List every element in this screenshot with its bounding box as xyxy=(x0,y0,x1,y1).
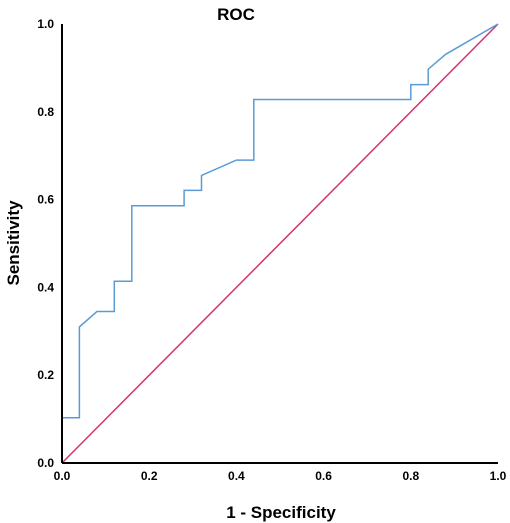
y-tick-label: 0.0 xyxy=(37,456,54,470)
x-tick-label: 1.0 xyxy=(490,469,507,483)
y-axis-ticks: 0.0 0.2 0.4 0.6 0.8 1.0 xyxy=(37,17,54,470)
reference-line xyxy=(61,23,499,464)
y-tick-label: 0.8 xyxy=(37,105,54,119)
y-axis-label: Sensitivity xyxy=(4,200,23,286)
y-tick-label: 0.2 xyxy=(37,368,54,382)
x-tick-label: 0.2 xyxy=(141,469,158,483)
chart-title: ROC xyxy=(217,5,255,24)
y-tick-label: 0.4 xyxy=(37,280,54,294)
x-tick-label: 0.4 xyxy=(228,469,245,483)
y-tick-label: 1.0 xyxy=(37,17,54,31)
x-axis-label: 1 - Specificity xyxy=(226,503,336,522)
x-axis-ticks: 0.0 0.2 0.4 0.6 0.8 1.0 xyxy=(54,469,507,483)
x-tick-label: 0.8 xyxy=(402,469,419,483)
y-tick-label: 0.6 xyxy=(37,193,54,207)
roc-curve xyxy=(61,23,499,463)
x-tick-label: 0.6 xyxy=(315,469,332,483)
series-layer xyxy=(61,23,499,464)
x-tick-label: 0.0 xyxy=(54,469,71,483)
